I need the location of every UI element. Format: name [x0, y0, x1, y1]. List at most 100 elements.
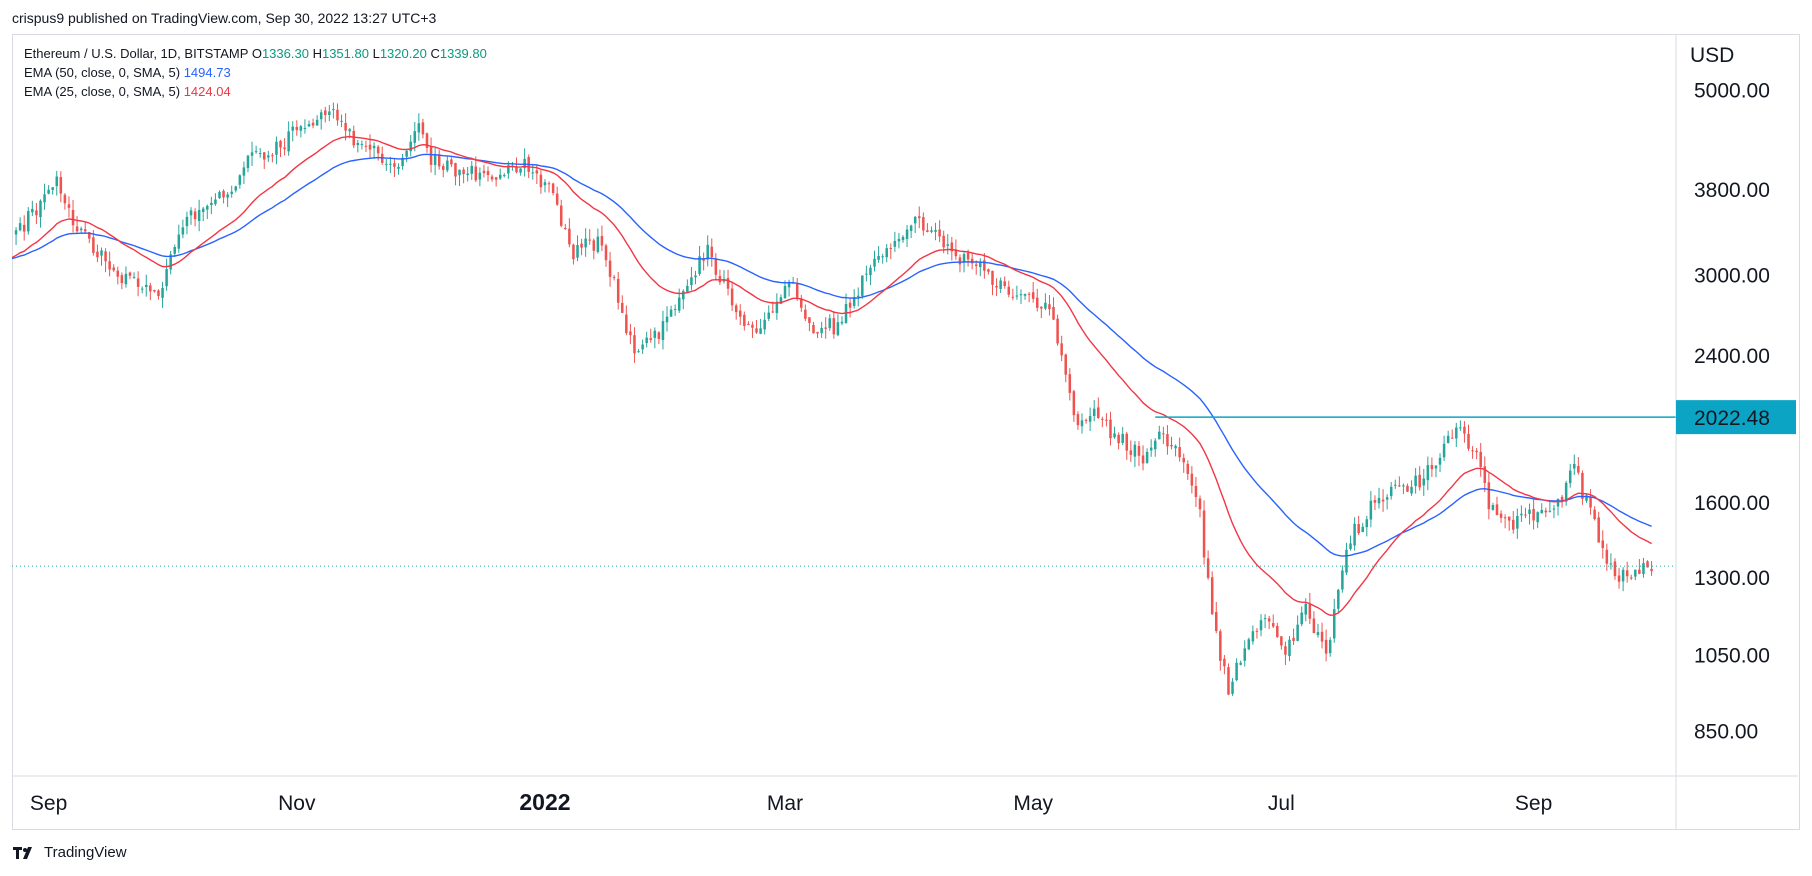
- candle: [1101, 416, 1104, 428]
- candle-body: [507, 165, 510, 174]
- candle-body: [307, 124, 311, 127]
- candle-body: [246, 155, 250, 168]
- candle-body: [1450, 437, 1454, 439]
- candle-body: [539, 174, 543, 188]
- legend-symbol-row: Ethereum / U.S. Dollar, 1D, BITSTAMP O13…: [24, 44, 487, 63]
- candle: [1564, 480, 1568, 506]
- candle-body: [1353, 523, 1356, 546]
- candle-body: [1121, 433, 1124, 443]
- candle-body: [1210, 577, 1214, 615]
- candle: [1625, 561, 1629, 583]
- candle-body: [1418, 474, 1421, 488]
- candle: [503, 173, 506, 178]
- candle-body: [1373, 500, 1377, 503]
- candle: [1068, 368, 1072, 401]
- candle-body: [1064, 354, 1067, 375]
- candle: [1186, 460, 1190, 480]
- candle: [177, 224, 181, 253]
- candle-body: [1223, 658, 1226, 667]
- candle-body: [616, 278, 620, 303]
- candle: [1190, 466, 1194, 494]
- candle: [816, 331, 819, 339]
- candle-body: [1174, 445, 1177, 449]
- candle: [775, 293, 779, 320]
- candle-body: [775, 301, 779, 314]
- candle: [991, 270, 994, 296]
- candle-body: [328, 111, 331, 116]
- candle: [1353, 517, 1356, 551]
- candle-body: [551, 183, 555, 194]
- candle-body: [291, 126, 294, 131]
- candle-body: [555, 193, 559, 205]
- candle: [767, 305, 770, 322]
- candle: [1463, 421, 1466, 443]
- candle-body: [454, 163, 457, 177]
- candle: [140, 286, 144, 294]
- ema25-line: [11, 135, 1652, 617]
- candle: [1601, 530, 1605, 559]
- candle-body: [694, 275, 697, 278]
- candle-body: [1101, 418, 1104, 420]
- candle: [1475, 447, 1478, 460]
- candle: [1389, 482, 1393, 500]
- candle: [873, 250, 876, 272]
- candle-body: [816, 332, 819, 334]
- tradingview-footer[interactable]: TradingView: [12, 844, 127, 861]
- candle: [380, 146, 384, 165]
- candle-body: [1646, 561, 1649, 568]
- candle: [1402, 483, 1405, 495]
- y-tick-label: 2400.00: [1694, 345, 1770, 368]
- candle-body: [173, 247, 176, 254]
- candle: [934, 222, 937, 241]
- candle-body: [96, 251, 99, 258]
- y-tick-label: 3800.00: [1694, 179, 1770, 202]
- candle-body: [734, 305, 738, 313]
- candle-body: [950, 242, 954, 252]
- candle-body: [466, 173, 469, 176]
- candle: [161, 281, 164, 308]
- candle-body: [1642, 563, 1645, 574]
- candle-body: [429, 146, 433, 165]
- candle-body: [771, 311, 775, 313]
- candle: [470, 161, 473, 181]
- candle: [625, 305, 628, 336]
- candle: [1479, 442, 1482, 477]
- chart-frame: [12, 34, 1800, 830]
- candle-body: [1162, 433, 1165, 435]
- candle: [1414, 467, 1417, 494]
- candle: [71, 200, 75, 233]
- candle-body: [1202, 510, 1206, 558]
- candle-body: [79, 228, 83, 231]
- candle-body: [1471, 450, 1474, 452]
- candle: [531, 163, 535, 180]
- candle-body: [462, 169, 465, 175]
- candle-body: [1092, 408, 1096, 417]
- candle-body: [1332, 609, 1336, 639]
- candle-body: [1080, 420, 1084, 427]
- candle-body: [1361, 526, 1364, 533]
- candle-body: [1060, 343, 1063, 356]
- candle: [913, 215, 917, 233]
- legend-low-value: 1320.20: [379, 46, 427, 61]
- candle-body: [751, 324, 754, 328]
- candle: [291, 121, 294, 142]
- candle-body: [730, 288, 734, 306]
- candle-body: [946, 244, 950, 246]
- candle-body: [1263, 618, 1267, 620]
- candle-body: [283, 147, 286, 150]
- candle-body: [1593, 509, 1596, 520]
- candle-body: [368, 144, 372, 150]
- candle: [1215, 602, 1218, 634]
- candle-body: [738, 310, 742, 317]
- candle: [629, 323, 632, 345]
- candle-body: [918, 216, 921, 219]
- candle: [730, 283, 734, 311]
- candle: [100, 247, 103, 266]
- candle-body: [1467, 433, 1470, 449]
- candle: [1345, 542, 1348, 576]
- candle: [490, 174, 494, 182]
- candle-body: [189, 210, 193, 216]
- candle-body: [234, 186, 238, 191]
- candle: [1003, 276, 1006, 289]
